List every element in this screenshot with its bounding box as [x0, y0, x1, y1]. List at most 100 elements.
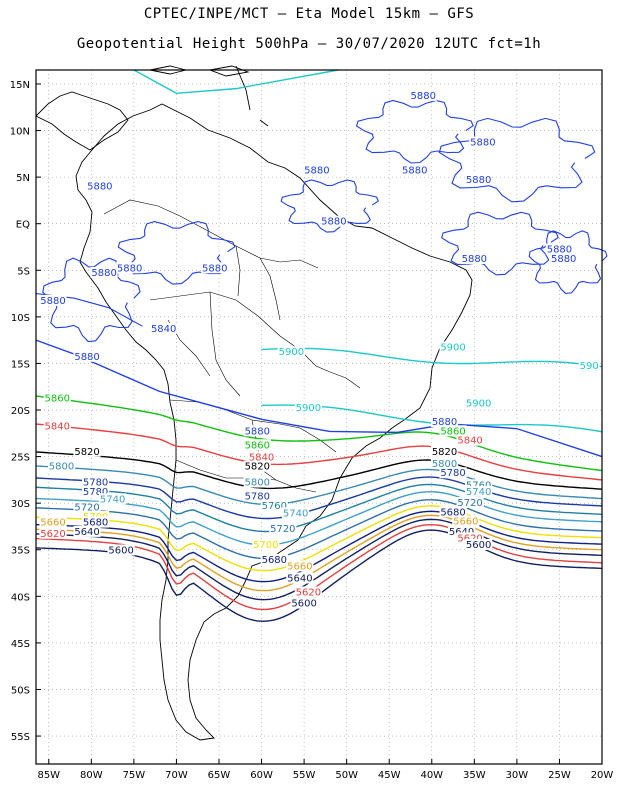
contour-label: 5600 [108, 546, 133, 557]
contour-label-bg [73, 350, 101, 362]
lat-label: 55S [11, 732, 30, 743]
lat-label: EQ [16, 220, 30, 231]
contour-label: 5800 [245, 478, 270, 489]
contour-label-bg [247, 451, 276, 463]
contour-label: 5700 [253, 540, 278, 551]
lon-label: 65W [208, 770, 231, 781]
contour-5780 [35, 476, 603, 520]
lat-label: 50S [11, 685, 30, 696]
contour-label: 5820 [245, 462, 270, 473]
contour-label: 5840 [457, 436, 482, 447]
contour-label: 5600 [291, 599, 316, 610]
contour-label-bg [290, 597, 318, 609]
lat-label: 30S [11, 499, 30, 510]
contour-5880 [528, 230, 608, 294]
contour-label-bg [439, 425, 467, 437]
contour-label: 5880 [432, 417, 457, 428]
contour-label: 5660 [453, 517, 478, 528]
contour-label-bg [39, 527, 67, 539]
contour-label: 5780 [245, 492, 270, 503]
contour-label: 5780 [83, 487, 108, 498]
contour-label-bg [550, 252, 578, 264]
contour-label-bg [320, 215, 348, 227]
contour-label-bg [107, 544, 135, 556]
contour-label-bg [464, 173, 493, 185]
contour-label-bg [294, 586, 322, 598]
contour-label-bg [260, 499, 288, 511]
contour-label-bg [90, 266, 118, 278]
contour-label-bg [447, 525, 476, 537]
contour-label: 5680 [83, 518, 108, 529]
contour-label-bg [81, 516, 110, 528]
contour-label: 5600 [466, 540, 491, 551]
lon-label: 25W [548, 770, 571, 781]
contour-label-bg [43, 420, 71, 432]
contour-label-bg [409, 89, 437, 101]
lat-label: 45S [11, 639, 30, 650]
contour-label: 5880 [74, 352, 99, 363]
contour-5800 [35, 465, 603, 506]
contour-label: 5720 [457, 498, 482, 509]
contour-label: 5880 [40, 296, 65, 307]
contour-label-bg [401, 164, 429, 176]
contour-label-bg [99, 493, 127, 505]
contour-5720 [35, 499, 603, 560]
contour-label-bg [81, 485, 110, 497]
contour-label: 5880 [551, 254, 576, 265]
contour-label: 5620 [457, 533, 482, 544]
contour-label-bg [252, 538, 280, 550]
contour-label-bg [86, 180, 114, 192]
contour-label: 5620 [40, 529, 65, 540]
contour-label: 5740 [283, 508, 308, 519]
contour-label-bg [286, 572, 314, 584]
lon-label: 45W [378, 770, 401, 781]
contour-label: 5900 [296, 403, 321, 414]
lon-label: 35W [463, 770, 486, 781]
contour-label-bg [43, 392, 71, 404]
contour-label: 5880 [411, 91, 436, 102]
contour-label: 5800 [432, 459, 457, 470]
contour-label-bg [303, 164, 331, 176]
contour-label-bg [81, 511, 110, 523]
contour-label: 5780 [440, 468, 465, 479]
contour-label-bg [439, 341, 467, 353]
contour-label-bg [277, 346, 305, 358]
contour-label-bg [456, 532, 484, 544]
contour-label: 5880 [202, 263, 227, 274]
contour-label: 5820 [432, 447, 457, 458]
contour-5900 [261, 347, 603, 368]
height-contours [35, 69, 608, 622]
contour-5880 [35, 339, 603, 458]
contour-label-bg [260, 553, 288, 565]
lon-label: 55W [293, 770, 316, 781]
contour-label-bg [430, 457, 459, 469]
contour-label-bg [81, 476, 110, 488]
contour-label-bg [47, 460, 76, 472]
contour-label: 5720 [270, 524, 295, 535]
contour-5740 [35, 491, 603, 546]
contour-label-bg [73, 445, 101, 457]
contour-label-bg [150, 322, 178, 334]
contour-label-bg [464, 485, 493, 497]
contour-label-bg [469, 136, 497, 148]
contour-label: 5840 [45, 422, 70, 433]
contour-label: 5880 [402, 165, 427, 176]
country-borders [103, 199, 361, 493]
central-america-coast [35, 91, 129, 151]
contour-label-bg [243, 425, 271, 437]
lat-label: 20S [11, 406, 30, 417]
contour-label: 5880 [547, 245, 572, 256]
lon-label: 80W [80, 770, 103, 781]
contour-5880 [355, 99, 474, 164]
south-america-coast [75, 103, 473, 741]
lon-label: 40W [420, 770, 443, 781]
contour-label-bg [281, 507, 310, 519]
contour-label: 5720 [74, 503, 99, 514]
contour-label: 5800 [49, 462, 74, 473]
contour-5660 [35, 514, 603, 592]
contour-5880 [117, 221, 236, 285]
contour-label: 5640 [287, 573, 312, 584]
contour-label: 590 [580, 361, 599, 372]
contour-label-bg [286, 560, 314, 572]
contour-label: 5880 [470, 138, 495, 149]
